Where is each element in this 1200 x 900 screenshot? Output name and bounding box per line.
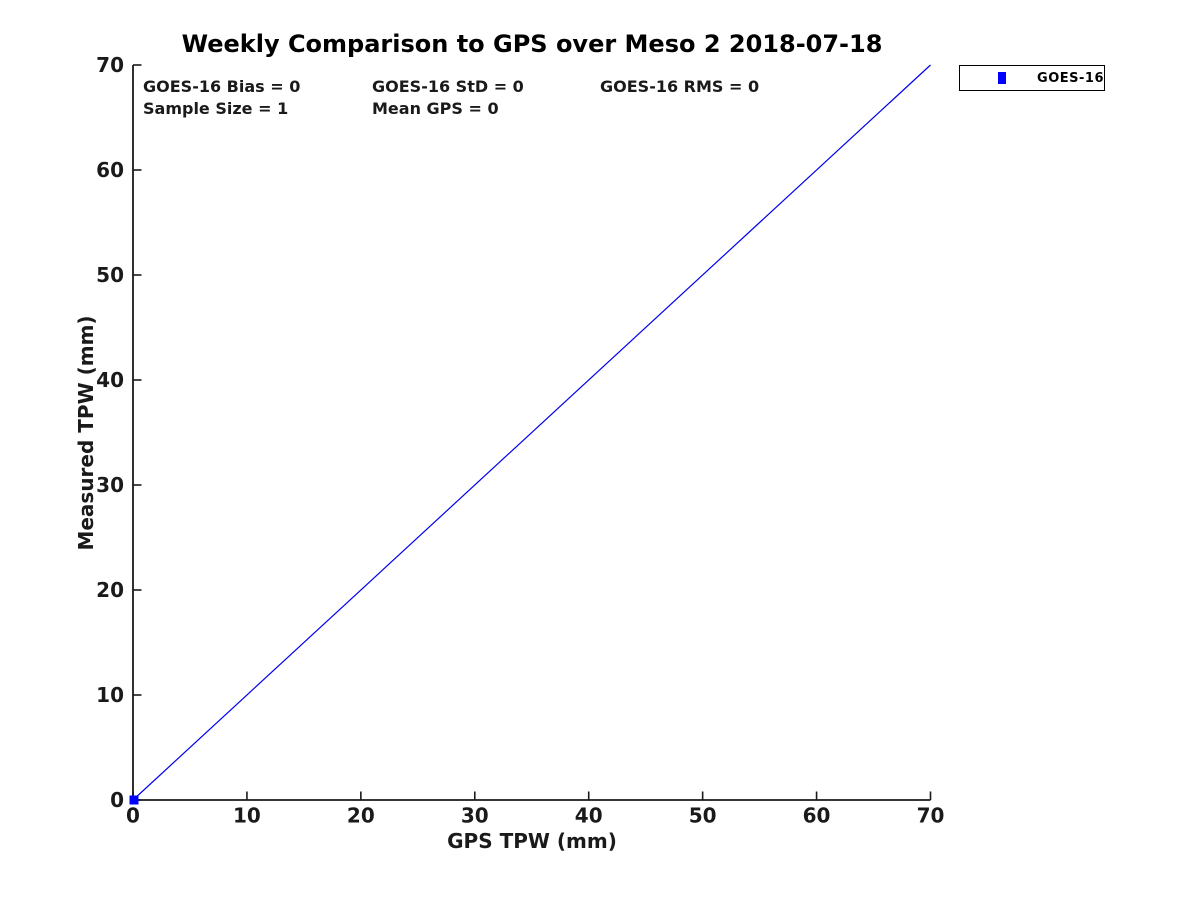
- x-tick-label: 70: [917, 804, 945, 828]
- stat-bias: GOES-16 Bias = 0: [143, 77, 301, 96]
- data-point-GOES-16: [129, 795, 139, 805]
- x-tick-label: 40: [575, 804, 603, 828]
- legend: GOES-16: [959, 65, 1105, 91]
- stat-mean-gps: Mean GPS = 0: [372, 99, 499, 118]
- series: [129, 64, 931, 805]
- series-identity-line: [132, 64, 931, 801]
- x-tick-label: 50: [689, 804, 717, 828]
- legend-marker-square-icon: [998, 72, 1007, 84]
- x-tick-label: 60: [803, 804, 831, 828]
- x-tick-label: 10: [233, 804, 261, 828]
- y-tick-label: 60: [96, 158, 124, 182]
- y-axis-label: Measured TPW (mm): [74, 315, 98, 550]
- chart-title: Weekly Comparison to GPS over Meso 2 201…: [181, 30, 883, 58]
- y-tick-label: 20: [96, 578, 124, 602]
- x-tick-label: 30: [461, 804, 489, 828]
- y-tick-label: 70: [96, 53, 124, 77]
- y-tick-label: 50: [96, 263, 124, 287]
- stat-rms: GOES-16 RMS = 0: [600, 77, 760, 96]
- stat-std: GOES-16 StD = 0: [372, 77, 524, 96]
- legend-label: GOES-16: [1037, 70, 1104, 86]
- y-tick-label: 30: [96, 473, 124, 497]
- y-tick-label: 40: [96, 368, 124, 392]
- x-tick-label: 0: [126, 804, 140, 828]
- axes: 0 10 20 30 40 50 60 70 0 10 20 30 40 50 60 70: [96, 53, 944, 828]
- y-tick-label: 10: [96, 683, 124, 707]
- y-tick-label: 0: [110, 788, 124, 812]
- x-tick-label: 20: [347, 804, 375, 828]
- x-axis-label: GPS TPW (mm): [447, 829, 617, 853]
- stat-sample-size: Sample Size = 1: [143, 99, 289, 118]
